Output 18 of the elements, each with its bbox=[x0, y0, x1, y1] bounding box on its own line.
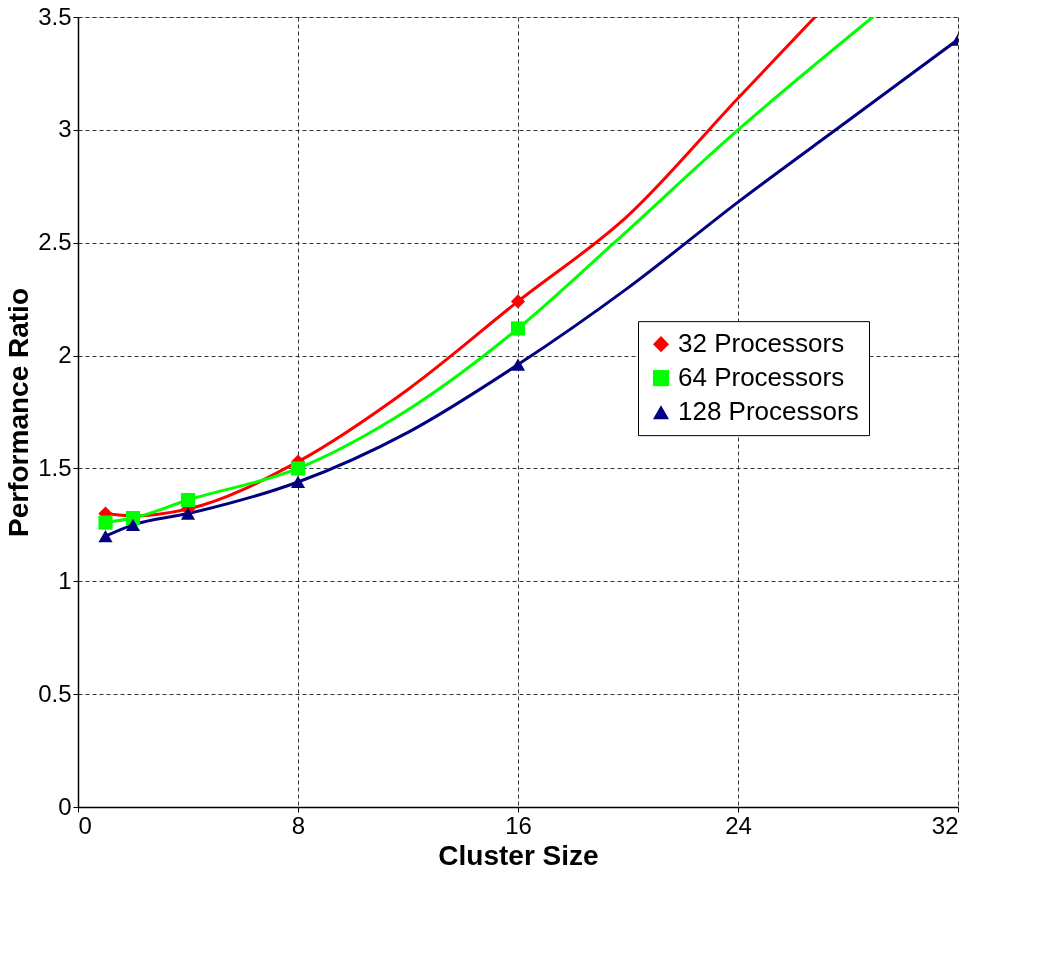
legend-label: 128 Processors bbox=[678, 396, 859, 427]
y-axis-title: Performance Ratio bbox=[3, 288, 35, 537]
y-tick-label: 3 bbox=[58, 115, 72, 143]
y-tick-label: 1.5 bbox=[38, 453, 72, 481]
y-tick-label: 2.5 bbox=[38, 228, 72, 256]
y-tick-label: 1 bbox=[58, 566, 72, 594]
y-tick-label: 2 bbox=[58, 341, 72, 369]
x-tick-label: 16 bbox=[505, 811, 532, 839]
x-axis-title: Cluster Size bbox=[438, 839, 599, 871]
x-tick-label: 32 bbox=[931, 811, 959, 839]
y-tick-label: 0.5 bbox=[38, 679, 72, 707]
y-tick-label: 0 bbox=[58, 792, 72, 820]
x-tick-label: 8 bbox=[291, 811, 306, 839]
legend-label: 64 Processors bbox=[678, 362, 845, 393]
legend-label: 32 Processors bbox=[678, 328, 845, 359]
x-tick-label: 0 bbox=[78, 811, 92, 839]
y-tick-label: 3.5 bbox=[38, 2, 72, 30]
x-tick-label: 24 bbox=[725, 811, 752, 839]
